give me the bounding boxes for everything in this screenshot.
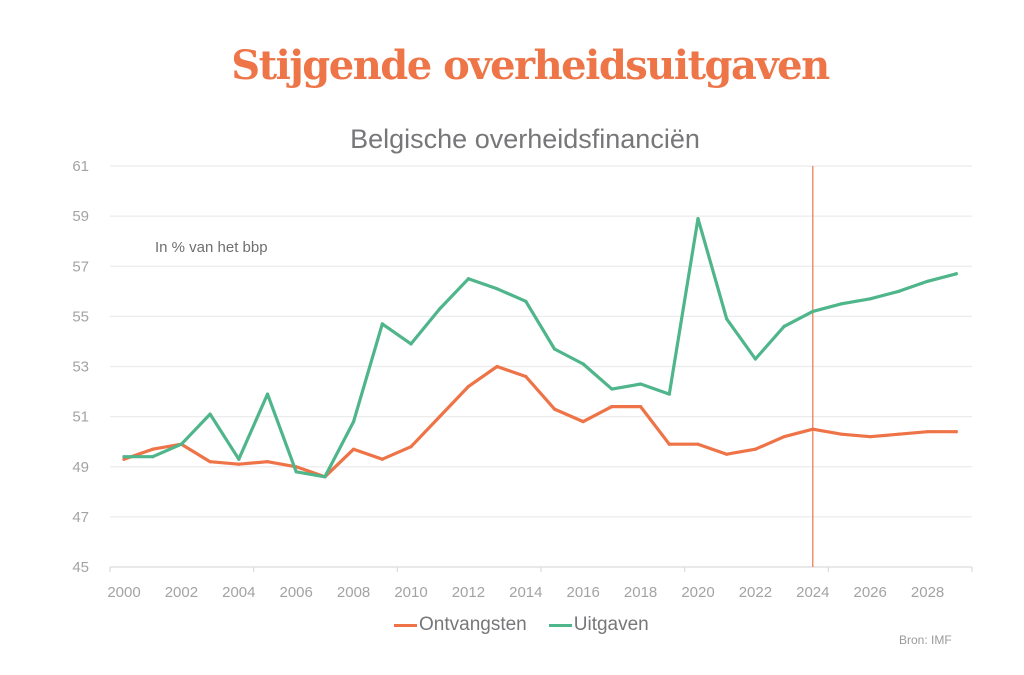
x-tick-label: 2018 <box>624 584 657 601</box>
x-tick-label: 2006 <box>280 584 313 601</box>
data-point-uitgaven <box>323 475 327 479</box>
data-point-ontvangsten <box>495 364 499 369</box>
data-point-uitgaven <box>409 342 413 346</box>
unit-annotation: In % van het bbp <box>155 239 268 256</box>
data-point-ontvangsten <box>151 447 155 451</box>
data-point-ontvangsten <box>237 462 241 466</box>
data-point-ontvangsten <box>839 432 844 436</box>
x-tick-label: 2004 <box>222 584 255 601</box>
data-point-ontvangsten <box>696 442 700 446</box>
y-tick-label: 47 <box>72 509 89 526</box>
y-tick-label: 51 <box>72 409 89 426</box>
series-line-ontvangsten <box>122 364 958 479</box>
series-lines <box>122 217 958 479</box>
data-point-ontvangsten <box>926 430 930 434</box>
x-tick-label: 2028 <box>911 584 944 601</box>
chart-subtitle: Belgische overheidsfinanciën <box>350 124 700 154</box>
data-point-uitgaven <box>524 299 528 303</box>
x-tick-label: 2016 <box>567 584 600 601</box>
x-tick-label: 2012 <box>452 584 485 601</box>
data-point-uitgaven <box>725 317 729 321</box>
y-tick-label: 59 <box>72 208 89 225</box>
x-tick-label: 2010 <box>394 584 427 601</box>
data-point-ontvangsten <box>466 384 470 389</box>
y-tick-label: 45 <box>72 559 89 576</box>
data-point-ontvangsten <box>265 460 270 464</box>
data-point-uitgaven <box>782 324 786 328</box>
data-point-ontvangsten <box>208 460 212 464</box>
data-point-ontvangsten <box>782 435 786 439</box>
data-point-uitgaven <box>380 322 384 326</box>
data-point-ontvangsten <box>352 447 356 451</box>
x-tick-label: 2008 <box>337 584 370 601</box>
data-point-ontvangsten <box>581 420 585 424</box>
data-point-uitgaven <box>667 392 671 396</box>
x-tick-label: 2024 <box>796 584 829 601</box>
source-note: Bron: IMF <box>899 633 952 647</box>
y-tick-label: 57 <box>72 258 89 275</box>
data-point-uitgaven <box>466 277 470 281</box>
data-point-uitgaven <box>438 307 442 311</box>
data-point-ontvangsten <box>667 442 671 446</box>
data-point-ontvangsten <box>725 452 729 456</box>
legend: Ontvangsten Uitgaven <box>394 614 671 636</box>
data-point-uitgaven <box>495 287 499 291</box>
data-point-ontvangsten <box>639 405 643 409</box>
chart-title: Stijgende overheidsuitgaven <box>231 42 830 89</box>
data-point-ontvangsten <box>753 447 758 451</box>
y-tick-label: 61 <box>72 158 89 175</box>
data-point-uitgaven <box>237 457 241 461</box>
x-tick-label: 2020 <box>681 584 714 601</box>
data-point-uitgaven <box>839 302 844 306</box>
x-tick-label: 2014 <box>509 584 542 601</box>
data-point-uitgaven <box>265 392 270 396</box>
y-axis: 45 47 49 51 53 55 57 59 61 <box>72 158 89 576</box>
data-point-ontvangsten <box>954 430 958 434</box>
data-point-uitgaven <box>581 362 585 366</box>
data-point-uitgaven <box>753 357 758 361</box>
x-axis: 2000 2002 2004 2006 2008 2010 2012 2014 2016 2018… <box>107 567 973 601</box>
x-tick-label: 2002 <box>165 584 198 601</box>
data-point-uitgaven <box>610 387 614 391</box>
y-tick-label: 53 <box>72 359 89 376</box>
series-line-uitgaven <box>122 217 958 479</box>
legend-swatch-ontvangsten <box>394 623 417 627</box>
data-point-uitgaven <box>897 289 901 293</box>
data-point-uitgaven <box>179 442 183 446</box>
x-tick-label: 2000 <box>107 584 140 601</box>
data-point-ontvangsten <box>868 435 872 439</box>
data-point-uitgaven <box>552 347 557 351</box>
x-tick-label: 2026 <box>854 584 887 601</box>
data-point-uitgaven <box>208 412 212 416</box>
y-tick-label: 49 <box>72 459 89 476</box>
legend-label-uitgaven: Uitgaven <box>573 614 649 635</box>
data-point-ontvangsten <box>897 432 901 436</box>
data-point-ontvangsten <box>438 415 442 419</box>
data-point-uitgaven <box>926 279 930 283</box>
data-point-ontvangsten <box>811 427 815 431</box>
data-point-ontvangsten <box>122 457 126 461</box>
gridlines <box>110 165 972 568</box>
data-point-uitgaven <box>811 309 815 313</box>
legend-swatch-uitgaven <box>548 623 572 627</box>
data-point-ontvangsten <box>524 374 528 379</box>
data-point-uitgaven <box>696 217 700 221</box>
data-point-uitgaven <box>151 455 155 459</box>
data-point-uitgaven <box>294 470 298 474</box>
data-point-uitgaven <box>954 272 958 276</box>
data-point-ontvangsten <box>409 445 413 449</box>
data-point-uitgaven <box>122 455 126 459</box>
x-tick-label: 2022 <box>739 584 772 601</box>
data-point-ontvangsten <box>610 405 614 409</box>
legend-label-ontvangsten: Ontvangsten <box>419 614 527 635</box>
legend-item-uitgaven: Uitgaven <box>548 614 649 636</box>
data-point-uitgaven <box>639 382 643 386</box>
legend-item-ontvangsten: Ontvangsten <box>394 614 527 636</box>
data-point-uitgaven <box>352 420 356 424</box>
data-point-ontvangsten <box>552 407 557 411</box>
y-tick-label: 55 <box>72 308 89 325</box>
data-point-uitgaven <box>868 297 872 301</box>
data-point-ontvangsten <box>380 457 384 461</box>
